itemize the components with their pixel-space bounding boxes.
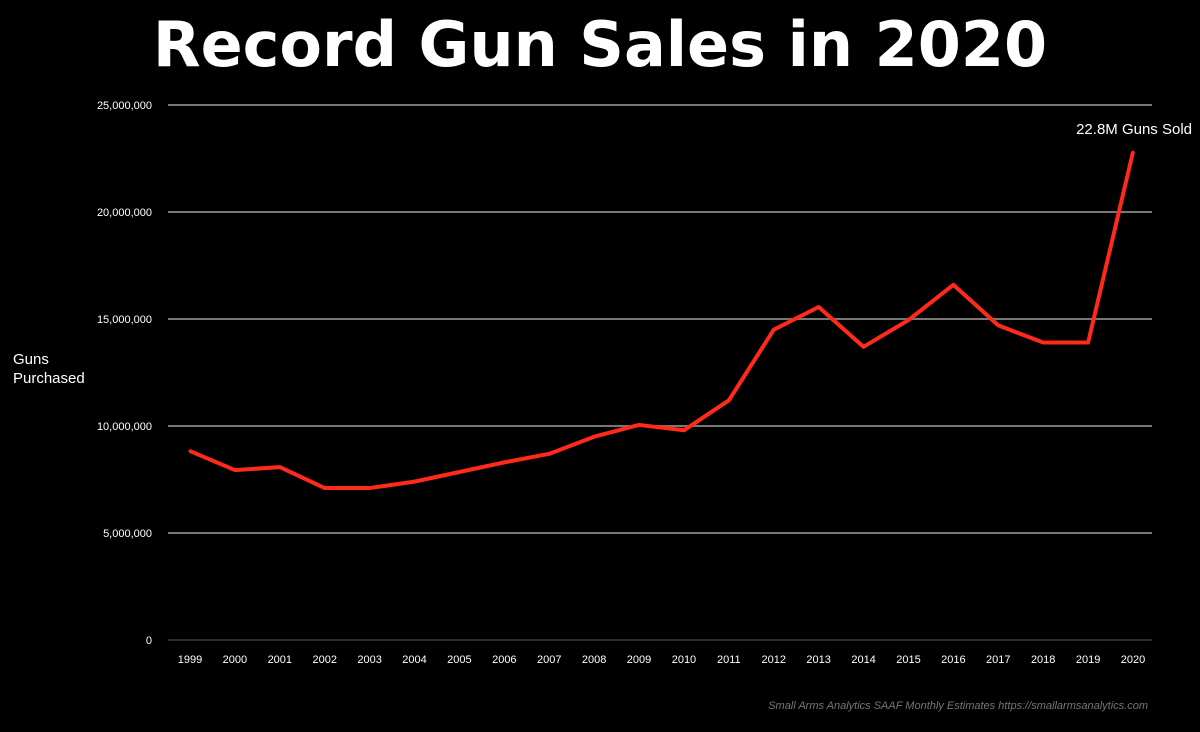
series-line [189, 151, 1135, 491]
x-tick-label: 2010 [672, 654, 696, 666]
data-point [727, 398, 731, 402]
x-tick-label: 2005 [447, 654, 471, 666]
y-tick-label: 5,000,000 [103, 528, 152, 540]
data-point [862, 345, 866, 349]
y-tick-label: 15,000,000 [97, 314, 152, 326]
data-point [1041, 341, 1045, 345]
x-tick-label: 2011 [717, 654, 741, 666]
y-axis-label: Guns Purchased [13, 351, 85, 387]
x-tick-label: 2013 [806, 654, 830, 666]
data-point [906, 318, 910, 322]
data-point [323, 486, 327, 490]
data-point [817, 305, 821, 309]
y-tick-label: 10,000,000 [97, 421, 152, 433]
data-point [637, 423, 641, 427]
x-tick-label: 2006 [492, 654, 516, 666]
x-tick-label: 2017 [986, 654, 1010, 666]
data-point [457, 470, 461, 474]
x-tick-label: 2000 [223, 654, 247, 666]
x-tick-label: 2003 [357, 654, 381, 666]
data-point [772, 328, 776, 332]
data-point [368, 486, 372, 490]
x-tick-label: 1999 [178, 654, 202, 666]
x-tick-label: 2012 [762, 654, 786, 666]
x-tick-label: 2015 [896, 654, 920, 666]
y-tick-label: 0 [146, 635, 152, 647]
data-point [592, 435, 596, 439]
data-point [996, 323, 1000, 327]
data-point [502, 460, 506, 464]
y-tick-label: 25,000,000 [97, 100, 152, 112]
data-point [278, 465, 282, 469]
source-note: Small Arms Analytics SAAF Monthly Estima… [768, 700, 1148, 712]
data-point [951, 283, 955, 287]
x-tick-label: 2002 [312, 654, 336, 666]
x-tick-label: 2020 [1121, 654, 1145, 666]
y-tick-label: 20,000,000 [97, 207, 152, 219]
x-tick-label: 2014 [851, 654, 875, 666]
x-tick-label: 2001 [268, 654, 292, 666]
x-tick-label: 2008 [582, 654, 606, 666]
x-tick-label: 2018 [1031, 654, 1055, 666]
data-point [413, 480, 417, 484]
x-tick-label: 2016 [941, 654, 965, 666]
x-tick-label: 2019 [1076, 654, 1100, 666]
data-point [188, 449, 192, 453]
data-point [1131, 150, 1135, 154]
data-point [233, 468, 237, 472]
data-point [1086, 341, 1090, 345]
annotation-label: 22.8M Guns Sold [1076, 121, 1192, 138]
x-tick-label: 2007 [537, 654, 561, 666]
data-point [547, 452, 551, 456]
data-point [682, 428, 686, 432]
x-tick-label: 2009 [627, 654, 651, 666]
chart-title: Record Gun Sales in 2020 [152, 8, 1048, 81]
x-tick-label: 2004 [402, 654, 426, 666]
